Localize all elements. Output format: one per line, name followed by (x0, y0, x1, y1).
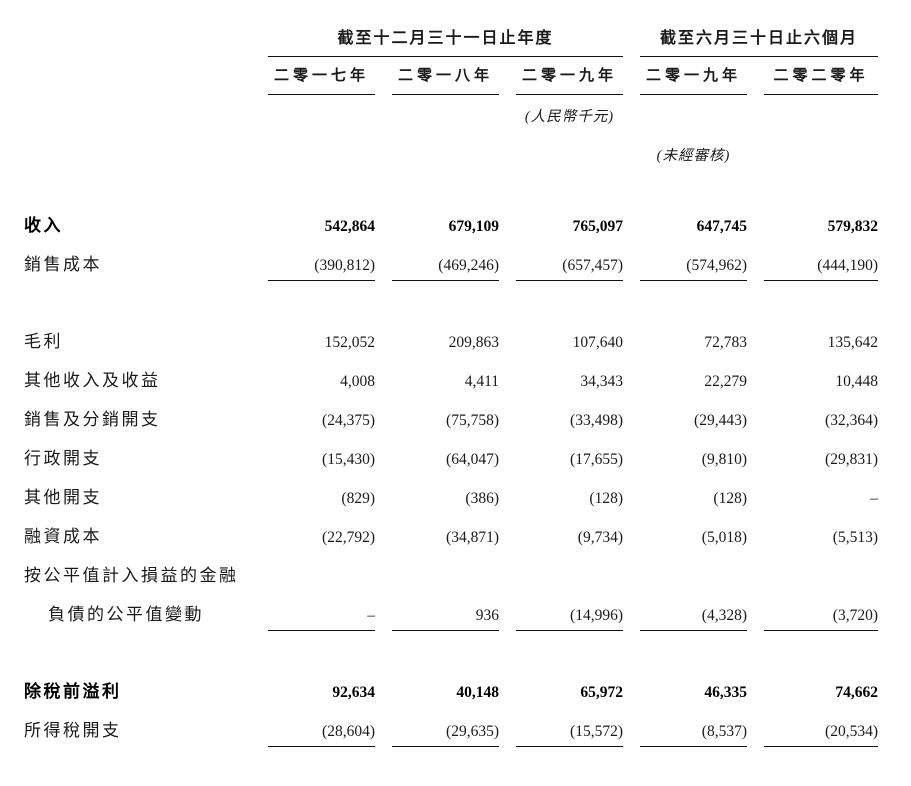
row-label: 所得稅開支 (24, 721, 122, 740)
cell-value: 10,448 (835, 373, 878, 390)
cell-value: (29,831) (825, 451, 878, 468)
cell-value: (14,996) (516, 607, 623, 631)
column-group-annual: 截至十二月三十一日止年度 (268, 24, 623, 57)
column-header-2017: 二零一七年 (268, 64, 375, 95)
row-label: 毛利 (24, 332, 63, 351)
column-header-row: 二零一七年 二零一八年 二零一九年 二零一九年 二零二零年 (24, 64, 911, 95)
row-label: 銷售及分銷開支 (24, 410, 161, 429)
cell-value: – (870, 490, 878, 507)
cell-value: (22,792) (322, 529, 375, 546)
cell-value: (386) (465, 490, 499, 507)
table-row: 銷售成本 (390,812) (469,246) (657,457) (574,962)… (24, 250, 911, 281)
cell-value: (33,498) (570, 412, 623, 429)
row-label: 行政開支 (24, 449, 102, 468)
row-label: 負債的公平值變動 (48, 605, 204, 624)
table-row: 毛利 152,052 209,863 107,640 72,783 135,642 (24, 327, 911, 352)
cell-value: 135,642 (827, 334, 878, 351)
cell-value: 4,008 (340, 373, 375, 390)
currency-unit-note: (人民幣千元) (524, 109, 615, 125)
table-row: 負債的公平值變動 –936 (14,996) (4,328) (3,720) (24, 600, 911, 631)
cell-value: (24,375) (322, 412, 375, 429)
cell-value: (32,364) (825, 412, 878, 429)
column-group-header-row: 截至十二月三十一日止年度 截至六月三十日止六個月 (24, 24, 911, 57)
row-label: 其他開支 (24, 488, 102, 507)
cell-value: (9,810) (701, 451, 747, 468)
cell-value: 542,864 (324, 218, 375, 235)
cell-value: (9,734) (577, 529, 623, 546)
column-header-2019-interim: 二零一九年 (640, 64, 747, 95)
column-header-2020-interim: 二零二零年 (764, 64, 878, 95)
cell-value: (15,430) (322, 451, 375, 468)
table-row: 其他收入及收益 4,008 4,411 34,343 22,279 10,448 (24, 366, 911, 391)
cell-value: 74,662 (835, 684, 878, 701)
row-label: 按公平值計入損益的金融 (24, 566, 239, 585)
unaudited-note: (未經審核) (656, 148, 731, 164)
cell-value: (29,443) (694, 412, 747, 429)
row-label: 收入 (24, 216, 63, 235)
table-row: 所得稅開支 (28,604) (29,635) (15,572) (8,537) (20,… (24, 716, 911, 747)
cell-value: (469,246) (392, 257, 499, 281)
cell-value: 765,097 (572, 218, 623, 235)
table-row: 融資成本 (22,792) (34,871) (9,734) (5,018) (5,513… (24, 522, 911, 547)
table-row: 行政開支 (15,430) (64,047) (17,655) (9,810) (29,8… (24, 444, 911, 469)
cell-value: 679,109 (448, 218, 499, 235)
row-label: 融資成本 (24, 527, 102, 546)
table-row: 其他開支 (829) (386) (128) (128) – (24, 483, 911, 508)
cell-value: (574,962) (640, 257, 747, 281)
cell-value: 107,640 (572, 334, 623, 351)
column-header-2019: 二零一九年 (516, 64, 623, 95)
cell-value: 46,335 (704, 684, 747, 701)
column-header-2018: 二零一八年 (392, 64, 499, 95)
cell-value: – (268, 607, 375, 631)
cell-value: 936 (392, 607, 499, 631)
cell-value: (75,758) (446, 412, 499, 429)
cell-value: (3,720) (764, 607, 878, 631)
cell-value: (444,190) (764, 257, 878, 281)
cell-value: 65,972 (580, 684, 623, 701)
row-label: 其他收入及收益 (24, 371, 161, 390)
cell-value: (28,604) (268, 723, 375, 747)
cell-value: (4,328) (640, 607, 747, 631)
cell-value: 647,745 (696, 218, 747, 235)
currency-unit-note-row: (人民幣千元) (24, 105, 911, 126)
cell-value: 579,832 (827, 218, 878, 235)
table-row: 收入 542,864 679,109 765,097 647,745 579,832 (24, 211, 911, 236)
cell-value: 22,279 (704, 373, 747, 390)
cell-value: (29,635) (392, 723, 499, 747)
cell-value: (128) (713, 490, 747, 507)
table-body: 收入 542,864 679,109 765,097 647,745 579,832 銷售成… (24, 211, 911, 786)
cell-value: (17,655) (570, 451, 623, 468)
table-row: 除稅前溢利 92,634 40,148 65,972 46,335 74,662 (24, 677, 911, 702)
unaudited-note-row: (未經審核) (24, 144, 911, 165)
cell-value: (128) (589, 490, 623, 507)
cell-value: 209,863 (448, 334, 499, 351)
cell-value: (20,534) (764, 723, 878, 747)
table-row: 銷售及分銷開支 (24,375) (75,758) (33,498) (29,443) (… (24, 405, 911, 430)
cell-value: 4,411 (464, 373, 499, 390)
table-row: 按公平值計入損益的金融 (24, 561, 911, 586)
cell-value: (829) (341, 490, 375, 507)
cell-value: (15,572) (516, 723, 623, 747)
cell-value: (5,513) (832, 529, 878, 546)
row-label: 銷售成本 (24, 255, 102, 274)
cell-value: (657,457) (516, 257, 623, 281)
cell-value: 34,343 (580, 373, 623, 390)
column-group-interim: 截至六月三十日止六個月 (640, 24, 878, 57)
cell-value: 72,783 (704, 334, 747, 351)
row-label: 除稅前溢利 (24, 682, 122, 701)
cell-value: 152,052 (324, 334, 375, 351)
cell-value: 40,148 (456, 684, 499, 701)
cell-value: (64,047) (446, 451, 499, 468)
cell-value: (390,812) (268, 257, 375, 281)
cell-value: 92,634 (332, 684, 375, 701)
cell-value: (5,018) (701, 529, 747, 546)
cell-value: (34,871) (446, 529, 499, 546)
cell-value: (8,537) (640, 723, 747, 747)
